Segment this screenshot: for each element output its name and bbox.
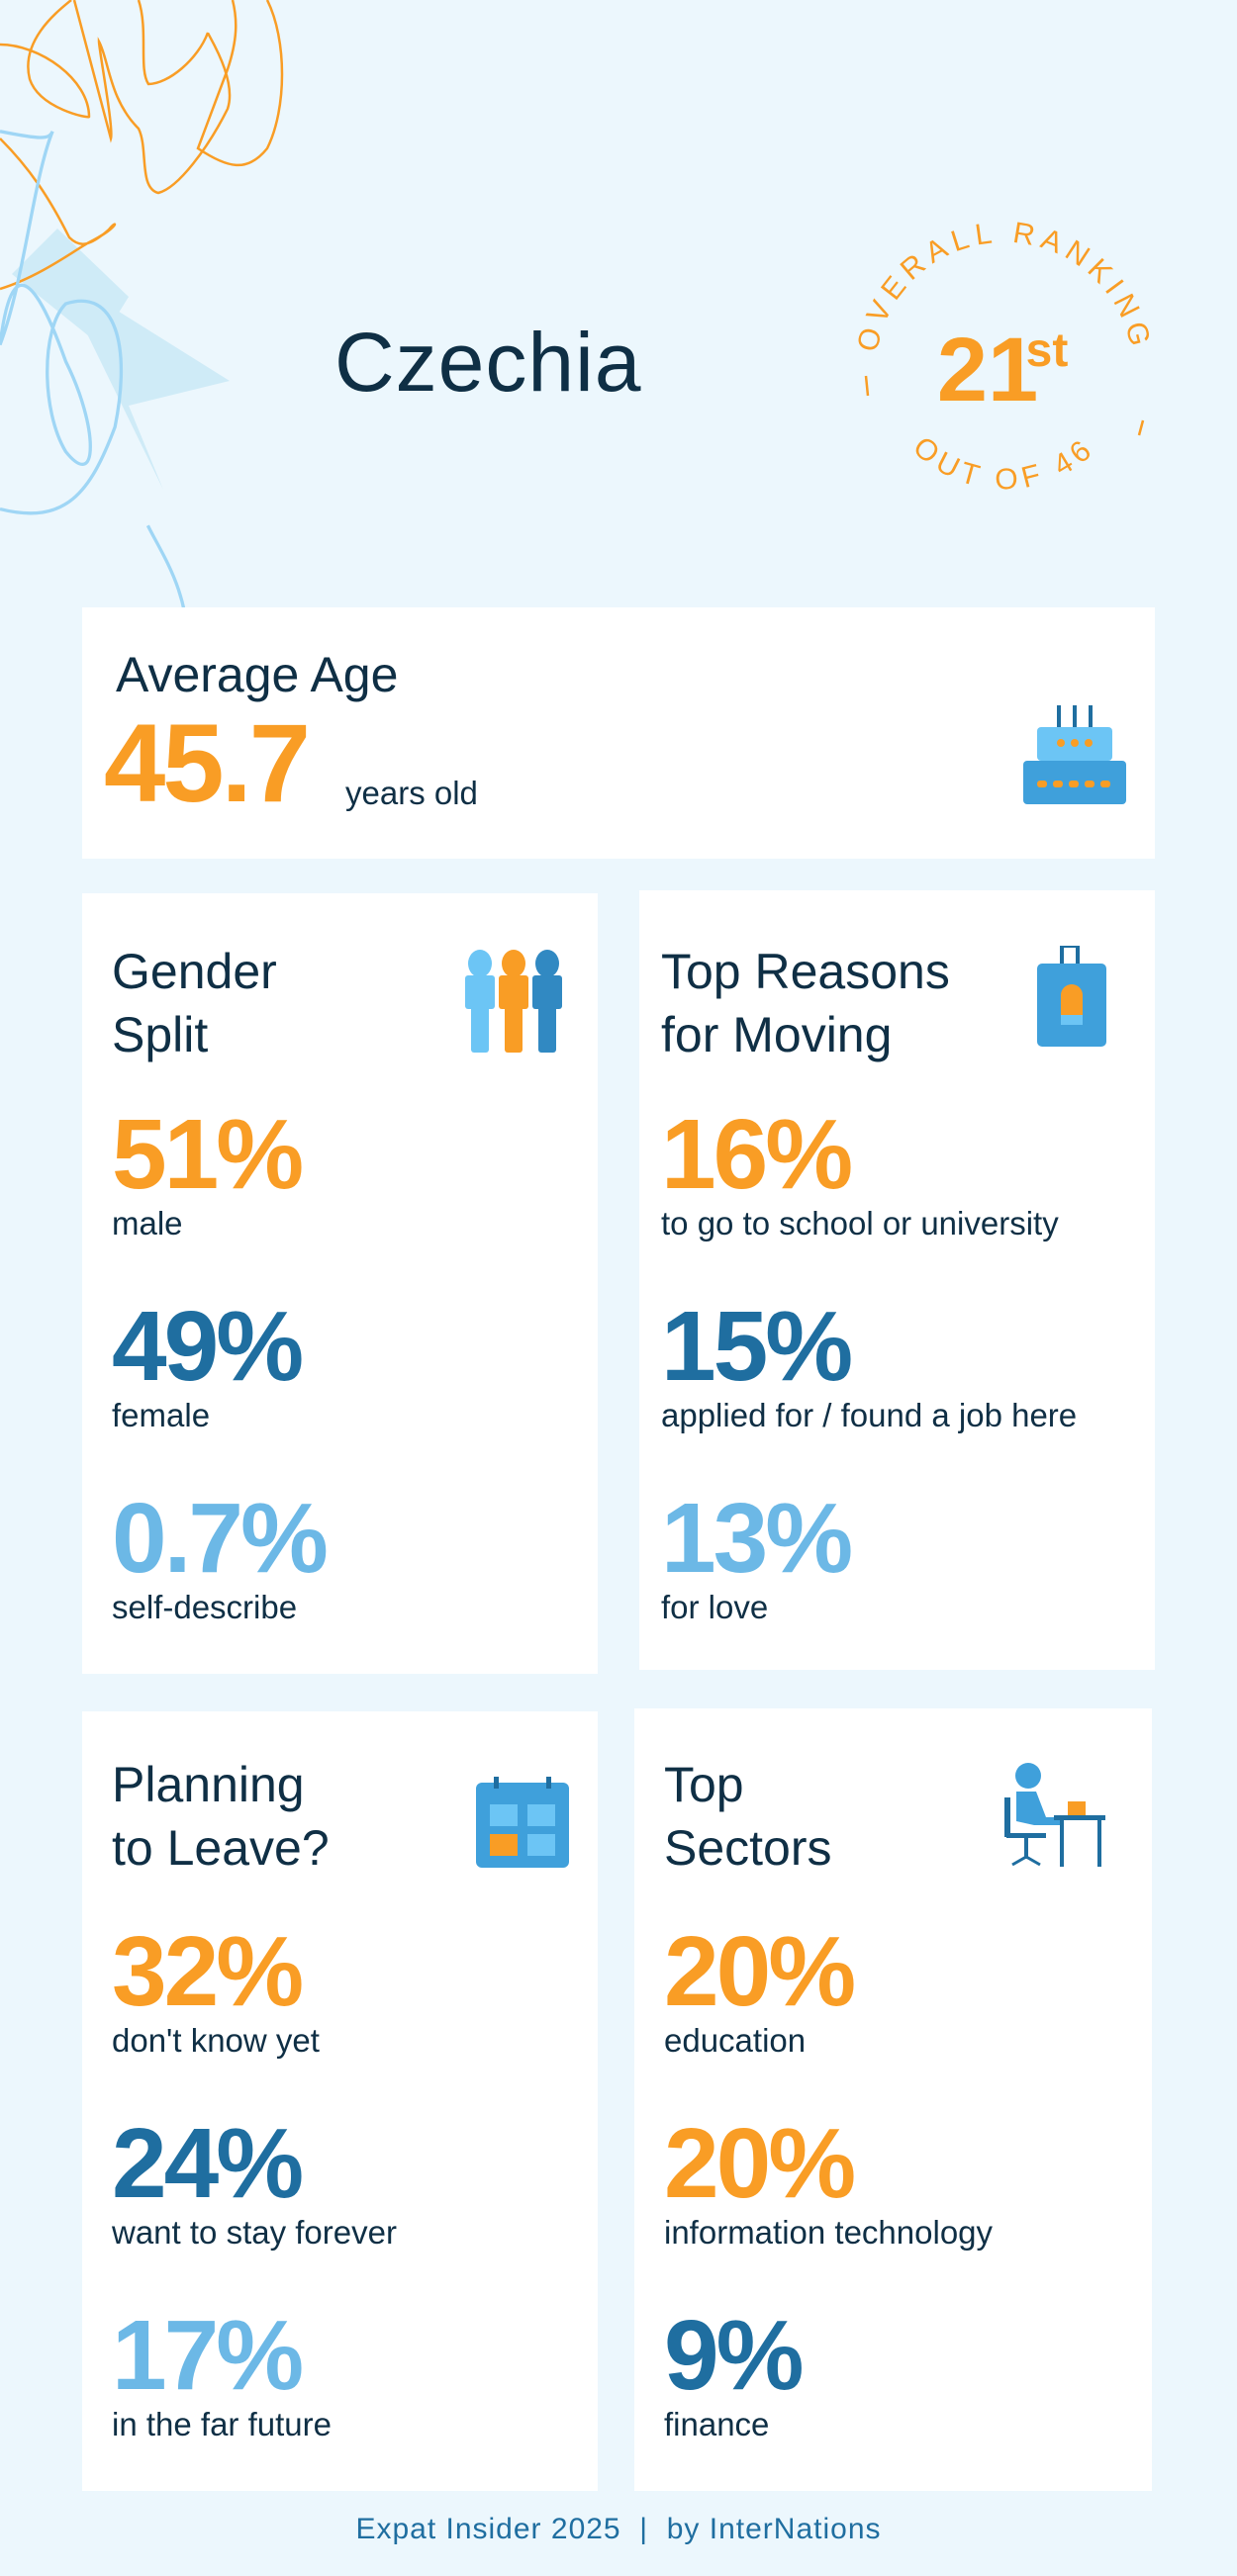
top-reasons-card: Top Reasons for Moving 16% to go to schoo… bbox=[639, 890, 1155, 1670]
stat-value: 15% bbox=[661, 1291, 853, 1402]
stat-label: applied for / found a job here bbox=[661, 1397, 1078, 1433]
stat-label: finance bbox=[664, 2406, 770, 2442]
stat-value: 24% bbox=[112, 2108, 304, 2219]
stat-label: female bbox=[112, 1397, 211, 1433]
stat-value: 32% bbox=[112, 1916, 304, 2027]
stat-label: education bbox=[664, 2022, 807, 2059]
stat-label: to go to school or university bbox=[661, 1205, 1059, 1242]
stat-value: 17% bbox=[112, 2300, 304, 2411]
svg-text:OUT OF 46: OUT OF 46 bbox=[906, 430, 1101, 497]
person-at-desk-icon bbox=[1004, 1763, 1105, 1867]
stat-label: for love bbox=[661, 1589, 769, 1625]
ranking-number: 21 bbox=[937, 320, 1038, 420]
gender-split-title-line2: Split bbox=[112, 1007, 209, 1062]
ranking-suffix: st bbox=[1026, 324, 1069, 377]
footer-credit: Expat Insider 2025 | by InterNations bbox=[355, 2513, 882, 2545]
gender-split-card: Gender Split 51% male 49% female 0.7% self-… bbox=[82, 893, 598, 1674]
average-age-card: Average Age 45.7 years old bbox=[82, 607, 1155, 859]
top-sectors-title-line2: Sectors bbox=[664, 1820, 832, 1876]
top-reasons-title-line2: for Moving bbox=[661, 1007, 893, 1062]
stat-value: 9% bbox=[664, 2300, 805, 2411]
gender-split-title-line1: Gender bbox=[112, 944, 277, 999]
stat-label: male bbox=[112, 1205, 183, 1242]
ranking-out-of: OUT OF 46 bbox=[906, 430, 1095, 497]
decorative-doodle bbox=[0, 0, 284, 613]
top-sectors-title-line1: Top bbox=[664, 1757, 744, 1812]
calendar-icon bbox=[476, 1777, 569, 1868]
top-sectors-card: Top Sectors 20% education 20% information … bbox=[634, 1708, 1152, 2491]
stat-label: in the far future bbox=[112, 2406, 332, 2442]
top-reasons-title-line1: Top Reasons bbox=[661, 944, 950, 999]
stat-value: 0.7% bbox=[112, 1483, 329, 1594]
stat-label: self-describe bbox=[112, 1589, 298, 1625]
stat-value: 13% bbox=[661, 1483, 853, 1594]
planning-title-line1: Planning bbox=[112, 1757, 305, 1812]
stat-value: 51% bbox=[112, 1099, 304, 1210]
stat-value: 49% bbox=[112, 1291, 304, 1402]
people-icon bbox=[465, 950, 562, 1053]
stat-value: 20% bbox=[664, 2108, 856, 2219]
birthday-cake-icon bbox=[1023, 705, 1126, 804]
stat-value: 20% bbox=[664, 1916, 856, 2027]
stat-label: don't know yet bbox=[112, 2022, 320, 2059]
average-age-unit: years old bbox=[345, 775, 478, 811]
planning-title-line2: to Leave? bbox=[112, 1820, 330, 1876]
stat-label: information technology bbox=[664, 2214, 994, 2251]
planning-to-leave-card: Planning to Leave? 32% don't know yet 24%… bbox=[82, 1711, 598, 2491]
stat-value: 16% bbox=[661, 1099, 853, 1210]
luggage-icon bbox=[1037, 946, 1106, 1047]
average-age-value: 45.7 bbox=[104, 701, 311, 825]
stat-label: want to stay forever bbox=[112, 2214, 397, 2251]
overall-ranking-badge: OVERALL RANKING OUT OF 46 21 st bbox=[851, 217, 1152, 497]
average-age-title: Average Age bbox=[116, 647, 399, 702]
country-title: Czechia bbox=[334, 316, 642, 409]
